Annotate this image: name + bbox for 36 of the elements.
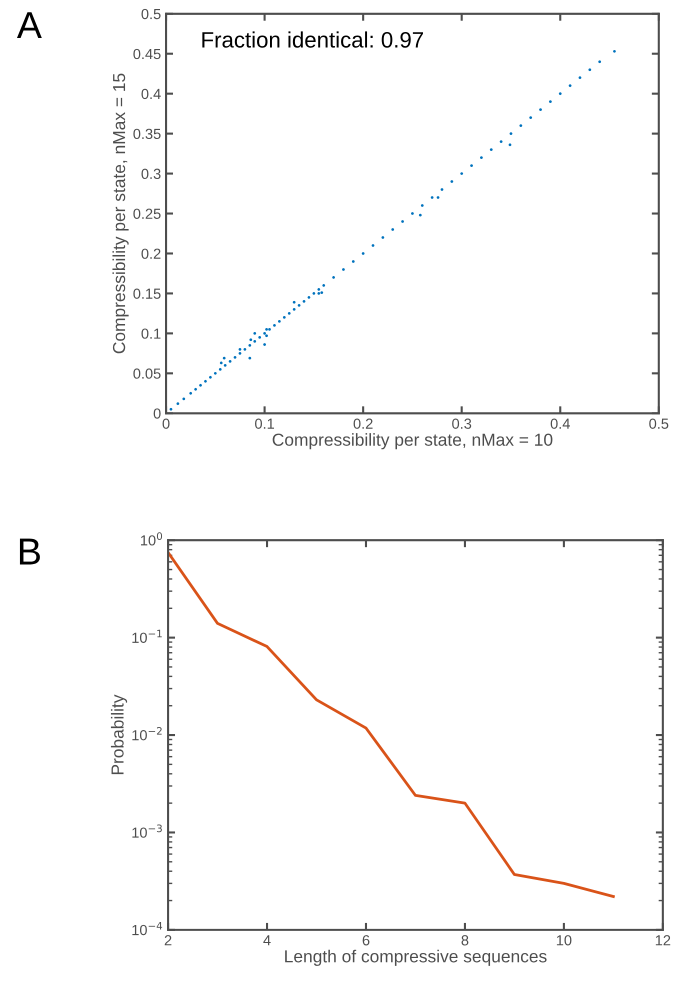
x-axis-title: Compressibility per state, nMax = 10 [272,433,552,450]
text: A [16,12,42,38]
y-axis-title: Probability [110,694,128,774]
y-tick-label: 0.4 [141,88,161,100]
y-tick-label: 0.2 [141,248,160,259]
x-tick-label: 12 [656,935,670,946]
y-tick-label: 0.35 [133,128,161,140]
y-tick-label: 0.5 [141,8,161,20]
x-tick-label: 0.1 [255,418,274,429]
x-tick-label: 8 [462,935,468,946]
y-tick-label: 0.05 [133,368,161,379]
text: B [20,538,40,564]
y-axis-title: Compressibility per state, nMax = 15 [112,74,129,354]
y-tick-label: 0.3 [141,168,161,180]
y-tick-label: 0.15 [133,288,161,299]
x-tick-label: 4 [263,935,271,946]
x-tick-label: 10 [556,935,572,946]
y-tick-label: 0.1 [141,328,160,339]
x-tick-label: 2 [164,935,172,946]
annotation: Fraction identical: 0.97 [202,31,424,48]
y-tick-label: 10$^{−1}$ [132,630,162,643]
x-axis-title: Length of compressive sequences [285,950,547,966]
y-tick-label: 10$^{−4}$ [132,922,162,936]
line-series [168,550,615,898]
y-tick-label: 10$^{0}$ [140,532,162,546]
x-tick-label: 0.5 [649,418,668,429]
y-tick-label: 0.45 [133,48,161,60]
x-tick-label: 0.3 [452,418,472,429]
x-tick-label: 0 [162,418,170,429]
x-tick-label: 6 [362,935,370,946]
x-tick-label: 0.2 [354,418,373,429]
y-tick-label: 0 [154,408,161,419]
y-tick-label: 10$^{−3}$ [132,824,162,838]
x-tick-label: 0.4 [550,418,570,429]
y-tick-label: 0.25 [133,208,161,219]
y-tick-label: 10$^{−2}$ [132,727,162,740]
